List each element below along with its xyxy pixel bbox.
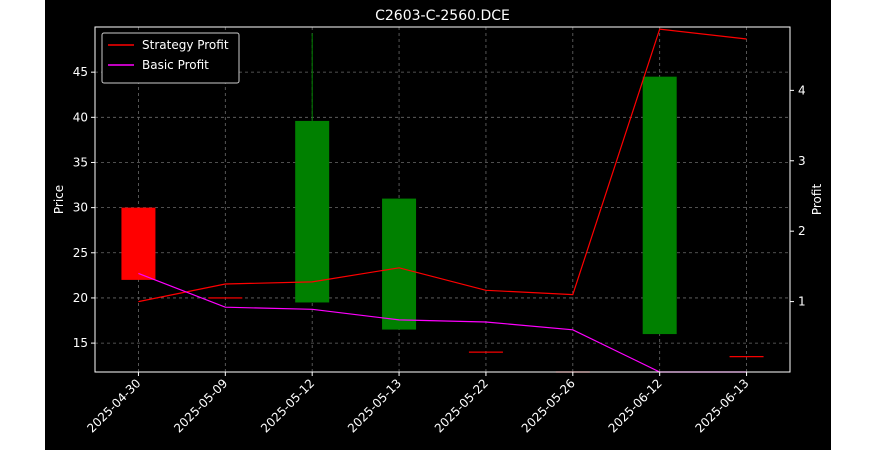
candlestick-chart: 15 20 25 30 35 40 45 2025-04-30 2025-05-09 2025-0… [52,8,824,435]
x-tick-label: 2025-06-12 [606,376,665,435]
candle-body [468,351,503,353]
chart-title: C2603-C-2560.DCE [375,8,510,24]
legend-frame [101,32,240,84]
x-tick-label: 2025-05-09 [171,376,230,435]
y-tick-label: 45 [73,65,88,79]
candle-body [208,297,243,299]
candle-body [295,120,330,303]
chart-figure: 15 20 25 30 35 40 45 2025-04-30 2025-05-09 2025-0… [45,0,831,450]
axes: 15 20 25 30 35 40 45 2025-04-30 2025-05-09 2025-0… [73,65,806,435]
candle-body [729,356,764,358]
y-tick-label: 35 [73,155,88,169]
legend-label: Strategy Profit [142,38,229,52]
x-tick-label: 2025-04-30 [84,376,143,435]
y-tick-label: 30 [73,201,88,215]
profit-line [138,272,747,373]
candle-body [121,207,156,280]
candle-body [382,198,417,330]
x-tick-label: 2025-05-22 [432,376,491,435]
candle-body [642,76,677,335]
plot-frame [94,26,791,373]
y2-tick-label: 2 [798,224,806,238]
y-tick-label: 40 [73,110,88,124]
y-tick-label: 15 [73,336,88,350]
profit-line [138,28,747,303]
y-axis-label: Price [52,185,66,214]
y2-tick-label: 4 [798,83,806,97]
x-tick-label: 2025-06-13 [692,376,751,435]
legend: Strategy Profit Basic Profit [101,32,240,84]
legend-label: Basic Profit [142,58,209,72]
profit-lines [138,28,747,373]
x-tick-label: 2025-05-13 [345,376,404,435]
y-tick-label: 25 [73,246,88,260]
candles [121,33,764,373]
x-tick-label: 2025-05-26 [519,376,578,435]
y2-tick-label: 3 [798,154,806,168]
y2-tick-label: 1 [798,295,806,309]
x-tick-label: 2025-05-12 [258,376,317,435]
y2-axis-label: Profit [810,184,824,216]
y-tick-label: 20 [73,291,88,305]
